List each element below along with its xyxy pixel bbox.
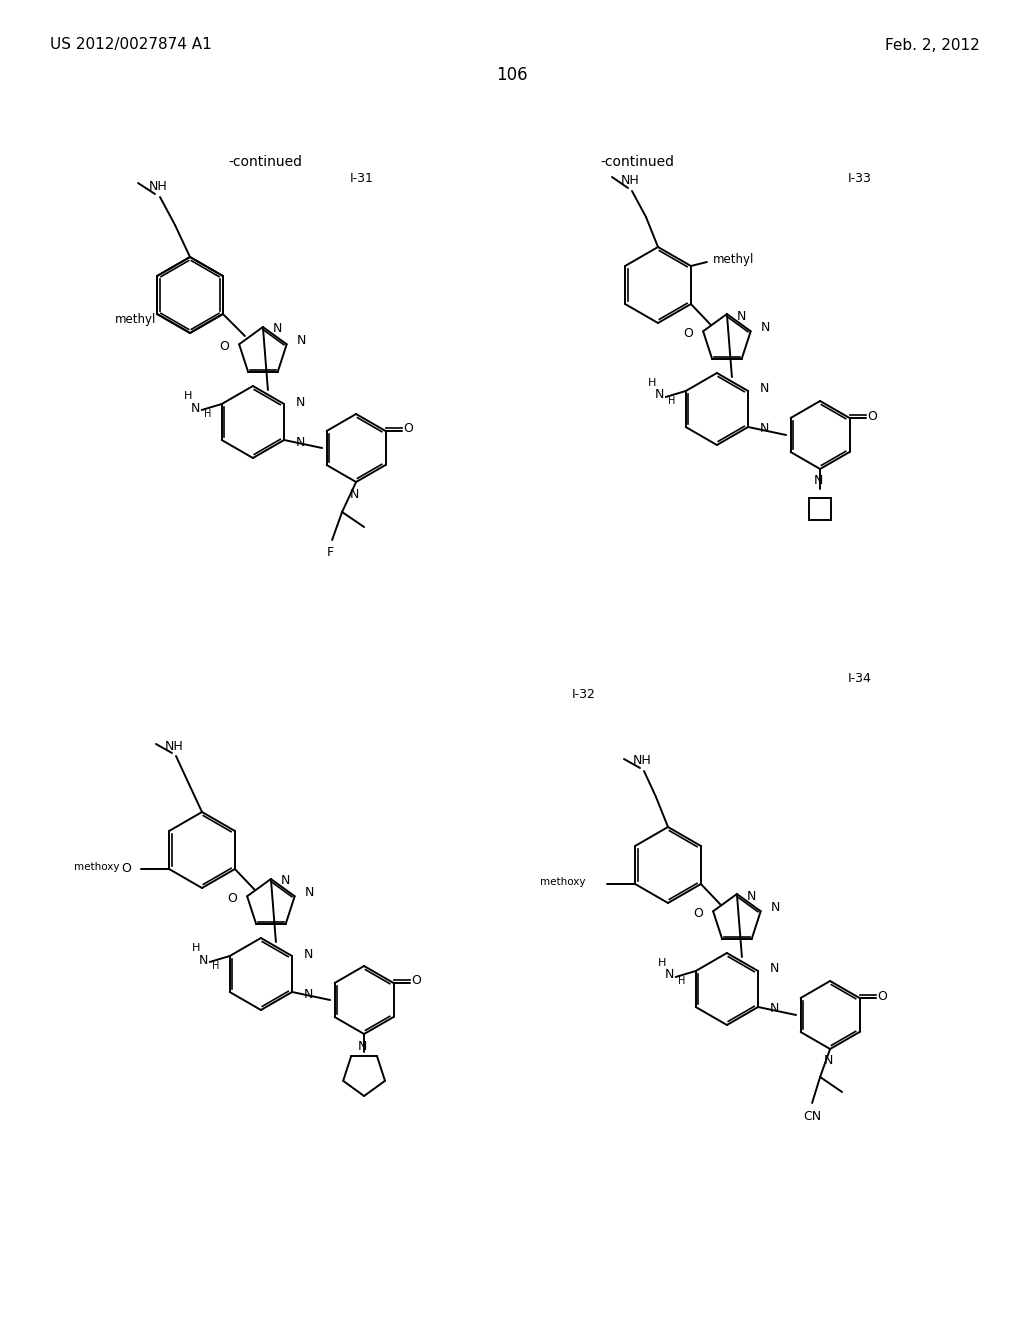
Text: methoxy: methoxy [540,876,585,887]
Text: H: H [191,942,200,953]
Text: H: H [678,975,685,986]
Text: I-34: I-34 [848,672,871,685]
Text: -continued: -continued [228,154,302,169]
Text: NH: NH [621,174,639,187]
Text: I-33: I-33 [848,172,871,185]
Text: N: N [357,1040,367,1052]
Text: N: N [760,422,769,436]
Text: O: O [219,339,229,352]
Text: N: N [760,383,769,396]
Text: N: N [655,388,665,401]
Text: NH: NH [148,181,167,194]
Text: O: O [412,974,422,987]
Text: US 2012/0027874 A1: US 2012/0027874 A1 [50,37,212,53]
Text: H: H [647,378,656,388]
Text: N: N [273,322,283,335]
Text: I-32: I-32 [572,689,596,701]
Text: H: H [204,409,211,418]
Text: O: O [227,892,238,904]
Text: F: F [327,545,334,558]
Text: N: N [665,969,675,982]
Text: CN: CN [803,1110,821,1122]
Text: H: H [668,396,675,407]
Text: N: N [191,401,201,414]
Text: N: N [813,474,822,487]
Text: N: N [823,1055,833,1068]
Text: 106: 106 [497,66,527,84]
Text: Feb. 2, 2012: Feb. 2, 2012 [886,37,980,53]
Text: methyl: methyl [115,314,156,326]
Text: N: N [304,987,313,1001]
Text: N: N [761,321,770,334]
Text: N: N [199,953,209,966]
Text: N: N [297,334,306,347]
Text: NH: NH [633,755,651,767]
Text: N: N [296,436,305,449]
Text: N: N [296,396,305,408]
Text: N: N [305,886,314,899]
Text: H: H [183,391,191,401]
Text: NH: NH [165,739,183,752]
Text: O: O [683,327,693,339]
Text: O: O [867,409,878,422]
Text: -continued: -continued [600,154,674,169]
Text: O: O [878,990,888,1002]
Text: N: N [737,309,746,322]
Text: H: H [657,958,666,968]
Text: N: N [770,1002,779,1015]
Text: N: N [746,890,757,903]
Text: N: N [770,962,779,975]
Text: methoxy: methoxy [74,862,119,873]
Text: methyl: methyl [713,253,755,267]
Text: N: N [281,874,290,887]
Text: I-31: I-31 [350,172,374,185]
Text: O: O [403,422,414,436]
Text: H: H [212,961,219,972]
Text: O: O [693,907,703,920]
Text: N: N [771,900,780,913]
Text: N: N [304,948,313,961]
Text: N: N [349,487,358,500]
Text: O: O [121,862,131,875]
